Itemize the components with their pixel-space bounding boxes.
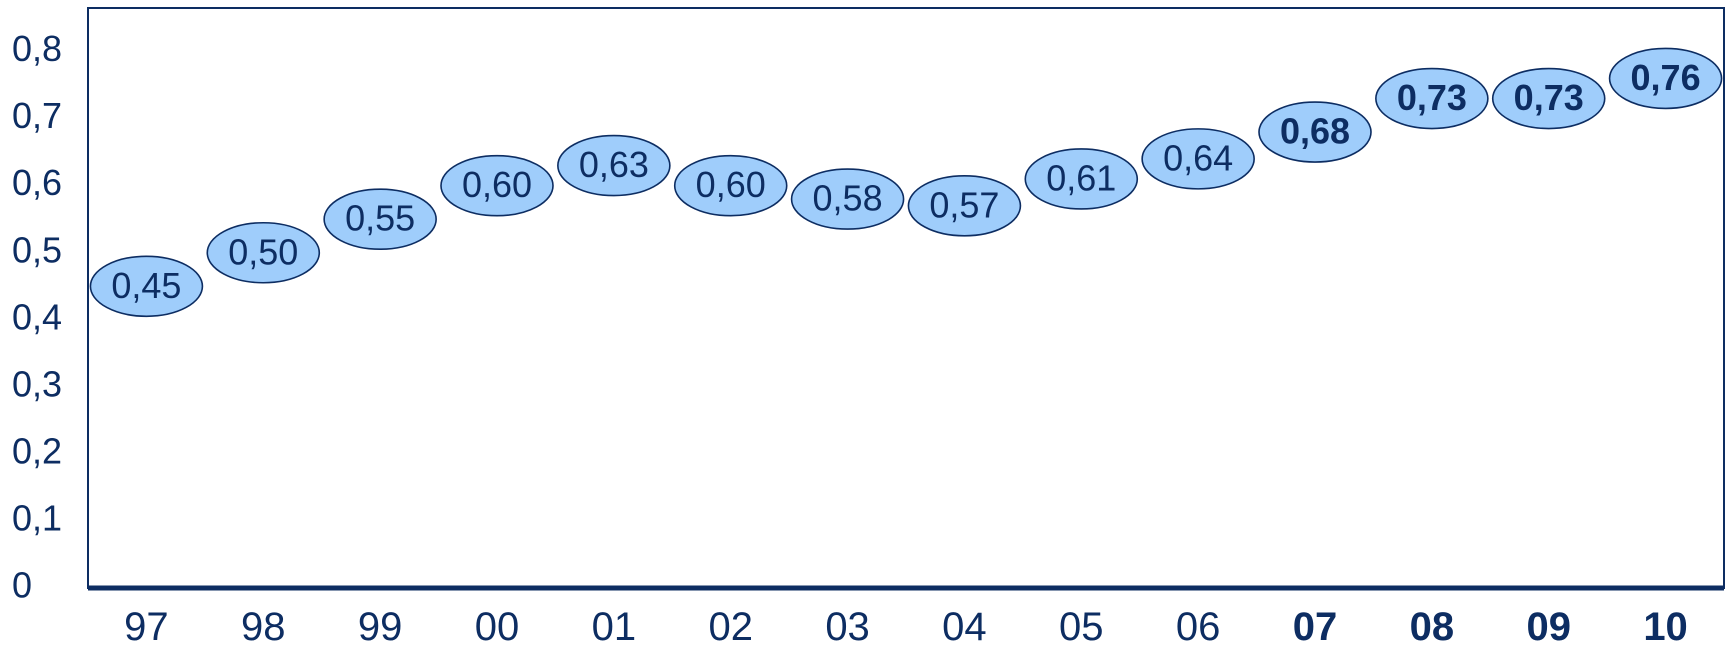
point-marker	[1491, 67, 1606, 130]
data-point-98: 0,50	[206, 221, 321, 284]
data-label: 0,57	[929, 184, 999, 225]
x-tick-label: 02	[708, 605, 753, 648]
data-label: 0,60	[696, 164, 766, 205]
x-axis-ticks: 97 98 99 00 01 02 03 04 05 06 07 08 09 10	[124, 605, 1688, 648]
x-tick-label: 00	[475, 605, 520, 648]
data-label: 0,50	[228, 231, 298, 272]
x-tick-label: 07	[1293, 605, 1338, 648]
data-point-05: 0,61	[1024, 148, 1139, 210]
y-axis-ticks: 0 0,1 0,2 0,3 0,4 0,5 0,6 0,7 0,8	[12, 28, 62, 605]
point-marker	[1608, 47, 1723, 110]
data-label: 0,73	[1397, 77, 1467, 118]
data-point-10: 0,76	[1608, 47, 1723, 110]
point-marker	[323, 188, 437, 251]
point-marker	[673, 154, 788, 217]
x-tick-label: 03	[825, 605, 870, 648]
data-label: 0,73	[1514, 77, 1584, 118]
y-tick-label: 0	[12, 565, 32, 606]
data-label: 0,64	[1163, 137, 1233, 178]
point-marker	[440, 154, 554, 217]
x-tick-label: 06	[1176, 605, 1221, 648]
point-marker	[1375, 67, 1489, 130]
data-point-08: 0,73	[1375, 67, 1489, 130]
y-tick-label: 0,5	[12, 229, 62, 270]
x-tick-label: 01	[592, 605, 637, 648]
data-point-06: 0,64	[1141, 128, 1255, 190]
y-tick-label: 0,8	[12, 28, 62, 69]
x-tick-label: 08	[1410, 605, 1455, 648]
point-marker	[1141, 128, 1255, 190]
data-label: 0,63	[579, 144, 649, 185]
data-label: 0,58	[813, 178, 883, 219]
x-tick-label: 09	[1526, 605, 1571, 648]
x-tick-label: 10	[1643, 605, 1688, 648]
point-marker	[206, 221, 321, 284]
data-point-97: 0,45	[89, 255, 204, 318]
y-tick-label: 0,4	[12, 296, 62, 337]
data-point-03: 0,58	[790, 168, 905, 230]
x-tick-label: 04	[942, 605, 987, 648]
y-tick-label: 0,6	[12, 162, 62, 203]
data-points: 0,45 0,50 0,55 0,60 0,63 0,60 0,58 0,57 0,61 0,64…	[89, 47, 1723, 318]
point-marker	[1024, 148, 1139, 210]
x-tick-label: 98	[241, 605, 286, 648]
data-label: 0,60	[462, 164, 532, 205]
data-point-07: 0,68	[1258, 101, 1372, 163]
x-tick-label: 99	[358, 605, 403, 648]
data-point-00: 0,60	[440, 154, 554, 217]
data-label: 0,76	[1631, 57, 1701, 98]
y-tick-label: 0,1	[12, 497, 62, 538]
y-tick-label: 0,2	[12, 430, 62, 471]
point-marker	[1258, 101, 1372, 163]
y-tick-label: 0,3	[12, 363, 62, 404]
data-label: 0,55	[345, 198, 415, 239]
point-marker	[89, 255, 204, 318]
point-marker	[790, 168, 905, 230]
point-marker	[557, 134, 671, 197]
data-label: 0,45	[111, 265, 181, 306]
data-point-01: 0,63	[557, 134, 671, 197]
point-marker	[907, 175, 1022, 237]
data-point-09: 0,73	[1491, 67, 1606, 130]
data-label: 0,61	[1046, 157, 1116, 198]
data-point-04: 0,57	[907, 175, 1022, 237]
data-point-02: 0,60	[673, 154, 788, 217]
y-tick-label: 0,7	[12, 95, 62, 136]
data-label: 0,68	[1280, 111, 1350, 152]
data-point-99: 0,55	[323, 188, 437, 251]
x-tick-label: 97	[124, 605, 169, 648]
x-tick-label: 05	[1059, 605, 1104, 648]
